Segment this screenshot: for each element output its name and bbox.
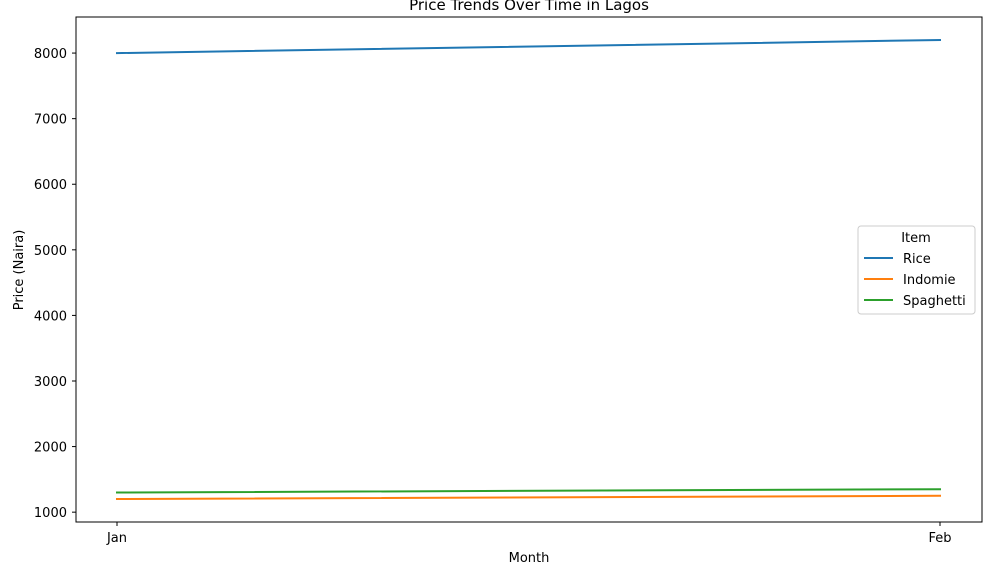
- series-line-indomie: [115, 494, 942, 501]
- series-line-spaghetti: [115, 488, 942, 494]
- legend-label-rice: Rice: [903, 252, 931, 267]
- plot-area: 1000 2000 3000 4000 5000 6000 7000 8000 Jan Feb: [34, 16, 983, 546]
- x-axis-label: Month: [509, 551, 550, 566]
- x-tick-label: Jan: [106, 531, 127, 546]
- y-tick-label: 8000: [34, 47, 67, 62]
- y-tick-label: 5000: [34, 244, 67, 259]
- legend: Item Rice Indomie Spaghetti: [857, 225, 976, 315]
- y-tick-label: 3000: [34, 375, 67, 390]
- legend-box: [857, 225, 976, 315]
- x-tick-label: Feb: [928, 531, 951, 546]
- axes-frame: [75, 16, 983, 523]
- y-tick-label: 7000: [34, 113, 67, 128]
- y-tick-label: 6000: [34, 178, 67, 193]
- legend-title: Item: [901, 231, 931, 246]
- y-axis-label: Price (Naira): [12, 230, 27, 311]
- legend-label-indomie: Indomie: [903, 273, 956, 288]
- chart-title: Price Trends Over Time in Lagos: [409, 0, 649, 14]
- series-line-rice: [115, 38, 942, 55]
- y-tick-label: 1000: [34, 506, 67, 521]
- y-tick-label: 4000: [34, 309, 67, 324]
- y-tick-label: 2000: [34, 441, 67, 456]
- legend-label-spaghetti: Spaghetti: [903, 294, 966, 309]
